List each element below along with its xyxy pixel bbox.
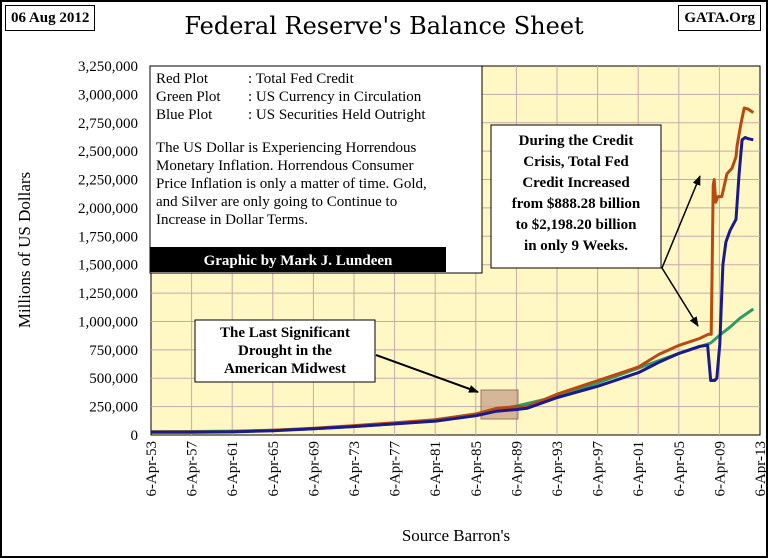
x-tick-label: 6-Apr-53 <box>144 441 160 497</box>
crisis-arrow-down <box>661 267 699 327</box>
x-tick-label: 6-Apr-81 <box>428 441 444 497</box>
commentary-line-4: and Silver are only going to Continue to <box>156 194 397 210</box>
y-tick-label: 1,500,000 <box>78 258 138 274</box>
date-badge: 06 Aug 2012 <box>5 5 96 31</box>
y-tick-label: 2,500,000 <box>78 144 138 160</box>
legend-label-green: : US Currency in Circulation <box>248 89 422 105</box>
series-line-blue <box>151 136 754 434</box>
crisis-callout-line-6: in only 9 Weeks. <box>524 238 628 254</box>
y-axis-ticks: 0 250,000 500,000 750,000 1,000,000 1,250,000… <box>78 59 138 444</box>
y-tick-label: 2,250,000 <box>78 173 138 189</box>
crisis-callout-line-4: from $888.28 billion <box>512 196 641 212</box>
x-tick-label: 6-Apr-57 <box>185 441 201 497</box>
legend-label-red: : Total Fed Credit <box>248 71 355 87</box>
x-tick-label: 6-Apr-01 <box>631 441 647 497</box>
x-tick-label: 6-Apr-97 <box>591 441 607 497</box>
drought-arrow <box>375 354 479 393</box>
legend-entry-red: Red Plot : Total Fed Credit <box>156 71 355 87</box>
legend-key-blue: Blue Plot <box>156 107 213 123</box>
crisis-callout-line-5: to $2,198.20 billion <box>516 217 638 233</box>
source-badge: GATA.Org <box>678 5 761 31</box>
credit-banner <box>150 247 446 272</box>
legend-key-green: Green Plot <box>156 89 221 105</box>
x-tick-label: 6-Apr-77 <box>388 441 404 497</box>
y-tick-label: 2,750,000 <box>78 116 138 132</box>
legend-entry-blue: Blue Plot : US Securities Held Outright <box>156 107 426 123</box>
legend-box <box>149 65 483 274</box>
commentary-line-3: Price Inflation is only a matter of time… <box>156 176 427 192</box>
y-tick-label: 1,750,000 <box>78 229 138 245</box>
drought-callout-line-3: American Midwest <box>224 361 346 377</box>
y-tick-label: 250,000 <box>89 400 138 416</box>
drought-callout-line-1: The Last Significant <box>220 325 350 341</box>
drought-callout-box <box>194 319 376 383</box>
legend-key-red: Red Plot <box>156 71 209 87</box>
y-tick-label: 0 <box>131 428 139 444</box>
x-tick-label: 6-Apr-05 <box>672 441 688 497</box>
x-tick-label: 6-Apr-13 <box>753 441 768 497</box>
legend-label-blue: : US Securities Held Outright <box>248 107 426 123</box>
drought-callout-line-2: Drought in the <box>238 343 332 359</box>
crisis-callout-box <box>490 124 662 269</box>
credit-text: Graphic by Mark J. Lundeen <box>204 253 393 269</box>
x-tick-label: 6-Apr-73 <box>347 441 363 497</box>
chart-title: Federal Reserve's Balance Sheet <box>184 12 584 40</box>
legend-entry-green: Green Plot : US Currency in Circulation <box>156 89 422 105</box>
y-tick-label: 2,000,000 <box>78 201 138 217</box>
commentary-line-5: Increase in Dollar Terms. <box>156 212 308 228</box>
x-tick-label: 6-Apr-89 <box>509 441 525 497</box>
x-axis-label: Source Barron's <box>402 526 510 545</box>
y-tick-label: 750,000 <box>89 343 138 359</box>
y-tick-label: 1,000,000 <box>78 314 138 330</box>
y-tick-label: 3,000,000 <box>78 87 138 103</box>
crisis-arrow-up <box>661 175 701 269</box>
x-tick-label: 6-Apr-69 <box>306 441 322 497</box>
y-tick-label: 500,000 <box>89 371 138 387</box>
series-lines <box>151 106 755 434</box>
y-tick-label: 3,250,000 <box>78 59 138 75</box>
y-tick-label: 1,250,000 <box>78 286 138 302</box>
x-axis-ticks: 6-Apr-53 6-Apr-57 6-Apr-61 6-Apr-65 6-Apr-69… <box>144 441 768 497</box>
crisis-callout-line-3: Credit Increased <box>522 175 630 191</box>
y-axis-label: Millions of US Dollars <box>15 172 34 328</box>
x-tick-label: 6-Apr-65 <box>266 441 282 497</box>
commentary-line-1: The US Dollar is Experiencing Horrendous <box>156 140 417 156</box>
crisis-callout-line-2: Crisis, Total Fed <box>523 154 629 170</box>
x-tick-label: 6-Apr-85 <box>469 441 485 497</box>
commentary-line-2: Monetary Inflation. Horrendous Consumer <box>156 158 413 174</box>
x-tick-label: 6-Apr-09 <box>712 441 728 497</box>
x-tick-label: 6-Apr-61 <box>225 441 241 497</box>
crisis-callout-line-1: During the Credit <box>519 133 634 149</box>
x-tick-label: 6-Apr-93 <box>550 441 566 497</box>
